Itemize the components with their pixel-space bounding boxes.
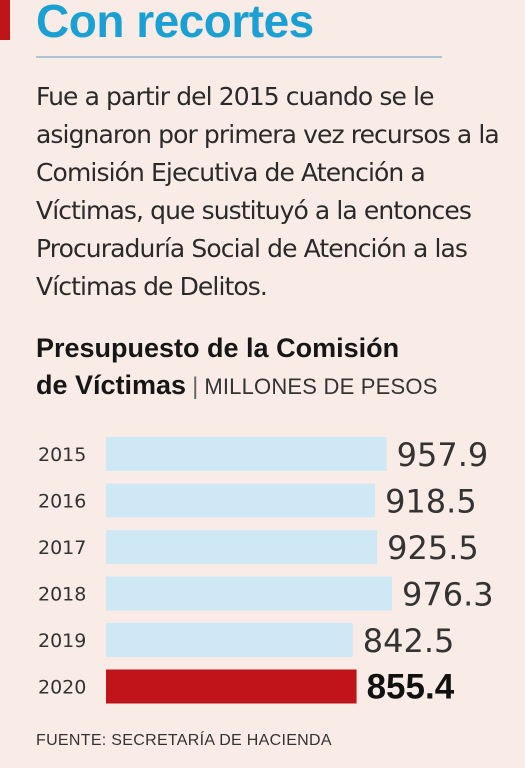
value-label: 976.3 xyxy=(402,576,494,614)
year-label: 2016 xyxy=(38,491,86,513)
bar-2019 xyxy=(106,623,353,657)
headline: Con recortes xyxy=(36,0,314,47)
year-label: 2017 xyxy=(38,537,86,559)
chart-title-line1: Presupuesto de la Comisión xyxy=(36,333,400,363)
bar-2017 xyxy=(106,530,378,564)
accent-bar xyxy=(0,0,10,40)
chart-title-line2: de Víctimas xyxy=(36,370,187,400)
year-label: 2020 xyxy=(38,677,86,699)
year-label: 2018 xyxy=(38,584,86,606)
value-label: 925.5 xyxy=(387,529,479,567)
source-note: FUENTE: SECRETARÍA DE HACIENDA xyxy=(36,732,332,749)
bar-chart: 2015 957.9 2016 918.5 2017 925.5 2018 976.3 2019… xyxy=(38,436,494,707)
value-label: 957.9 xyxy=(397,436,489,474)
value-label: 918.5 xyxy=(385,483,477,521)
year-label: 2015 xyxy=(38,444,86,466)
chart-unit: MILLONES DE PESOS xyxy=(204,374,438,399)
bar-2016 xyxy=(106,483,376,518)
chart-title-line2-wrapper: de Víctimas | MILLONES DE PESOS xyxy=(36,367,516,405)
intro-paragraph: Fue a partir del 2015 cuando se le asign… xyxy=(36,82,500,301)
chart-title: Presupuesto de la Comisión de Víctimas | M… xyxy=(36,330,516,405)
value-label: 855.4 xyxy=(367,668,455,707)
bar-2018 xyxy=(106,576,392,611)
headline-divider xyxy=(36,56,442,58)
bar-2015 xyxy=(106,437,387,471)
year-label: 2019 xyxy=(38,630,86,652)
bar-2020 xyxy=(106,669,357,704)
value-label: 842.5 xyxy=(363,622,455,660)
title-separator: | xyxy=(192,373,199,400)
